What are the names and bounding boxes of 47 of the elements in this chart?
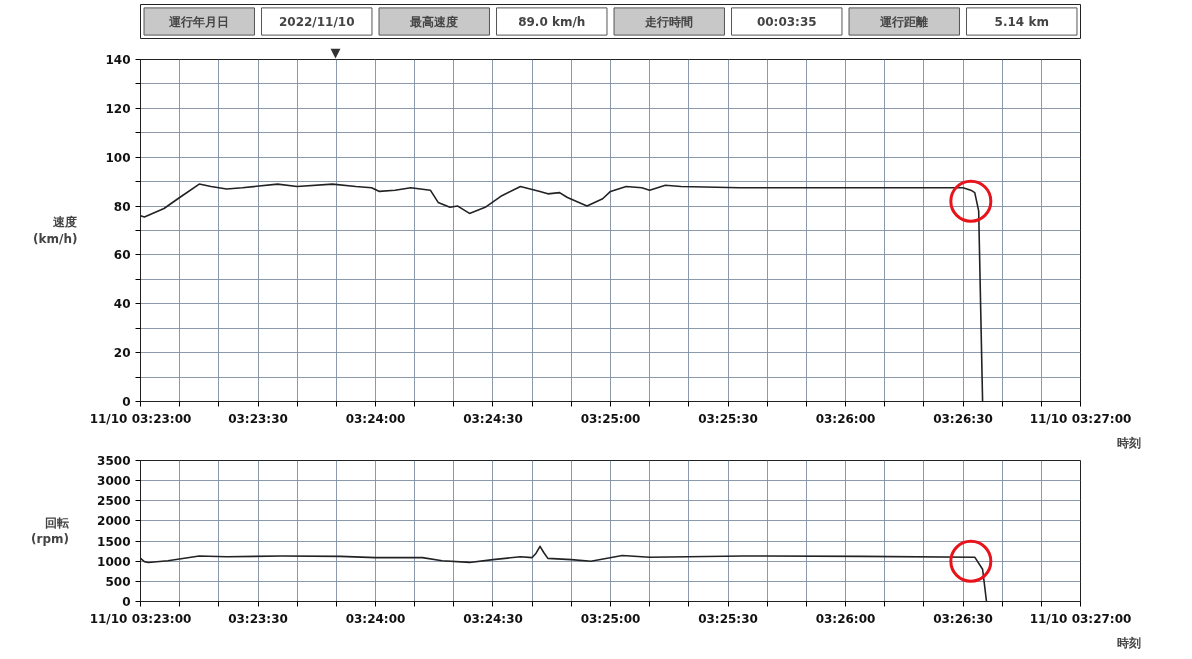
x-tick-label: 03:24:30	[463, 411, 523, 426]
x-axis-title: 時刻	[1116, 435, 1141, 450]
text: 89.0 km/h	[518, 14, 586, 29]
x-tick-label: 03:26:00	[815, 611, 876, 626]
y-tick-label: 60	[113, 248, 131, 263]
text: 2022/11/10	[278, 14, 355, 29]
x-tick-label: 03:26:00	[815, 411, 876, 426]
y-tick-label: 80	[113, 199, 131, 214]
y-tick-label: 2000	[97, 514, 131, 529]
y-tick-label: 1000	[97, 554, 131, 569]
text: 00:03:35	[756, 14, 817, 29]
x-tick-label: 03:23:30	[228, 611, 288, 626]
x-tick-label: 11/10 03:27:00	[1029, 611, 1132, 626]
y-tick-label: 500	[105, 574, 131, 589]
text: 走行時間	[644, 14, 694, 29]
y-tick-label: 20	[113, 346, 131, 361]
x-tick-label: 03:24:00	[345, 411, 406, 426]
y-tick-label: 140	[105, 53, 131, 67]
x-axis-title: 時刻	[1116, 635, 1141, 650]
y-tick-label: 40	[113, 297, 131, 312]
x-tick-label: 11/10 03:23:00	[89, 411, 192, 426]
y-tick-label: 100	[105, 150, 131, 165]
y-tick-label: 1500	[97, 534, 131, 549]
text: ▼	[330, 44, 341, 60]
y-axis-title: 速度 (km/h)	[33, 215, 78, 246]
x-tick-label: 11/10 03:23:00	[89, 611, 192, 626]
x-tick-label: 03:24:00	[345, 611, 406, 626]
y-tick-label: 3500	[97, 454, 131, 468]
y-tick-label: 0	[122, 595, 131, 609]
x-tick-label: 03:25:30	[698, 611, 758, 626]
y-tick-label: 2500	[97, 494, 131, 509]
x-tick-label: 03:24:30	[463, 611, 523, 626]
x-tick-label: 03:25:00	[580, 611, 641, 626]
y-tick-label: 120	[105, 101, 131, 116]
x-tick-label: 03:23:30	[228, 411, 288, 426]
y-tick-label: 3000	[97, 474, 131, 489]
y-axis-title: 回転 (rpm)	[31, 515, 70, 547]
x-tick-label: 03:26:30	[933, 411, 993, 426]
x-tick-label: 03:25:00	[580, 411, 641, 426]
text: 運行距離	[879, 14, 929, 29]
text: 運行年月日	[168, 14, 230, 29]
text: 最高速度	[409, 14, 459, 29]
x-tick-label: 11/10 03:27:00	[1029, 411, 1132, 426]
x-tick-label: 03:25:30	[698, 411, 758, 426]
text: 5.14 km	[994, 14, 1049, 29]
x-tick-label: 03:26:30	[933, 611, 993, 626]
y-tick-label: 0	[122, 395, 131, 409]
